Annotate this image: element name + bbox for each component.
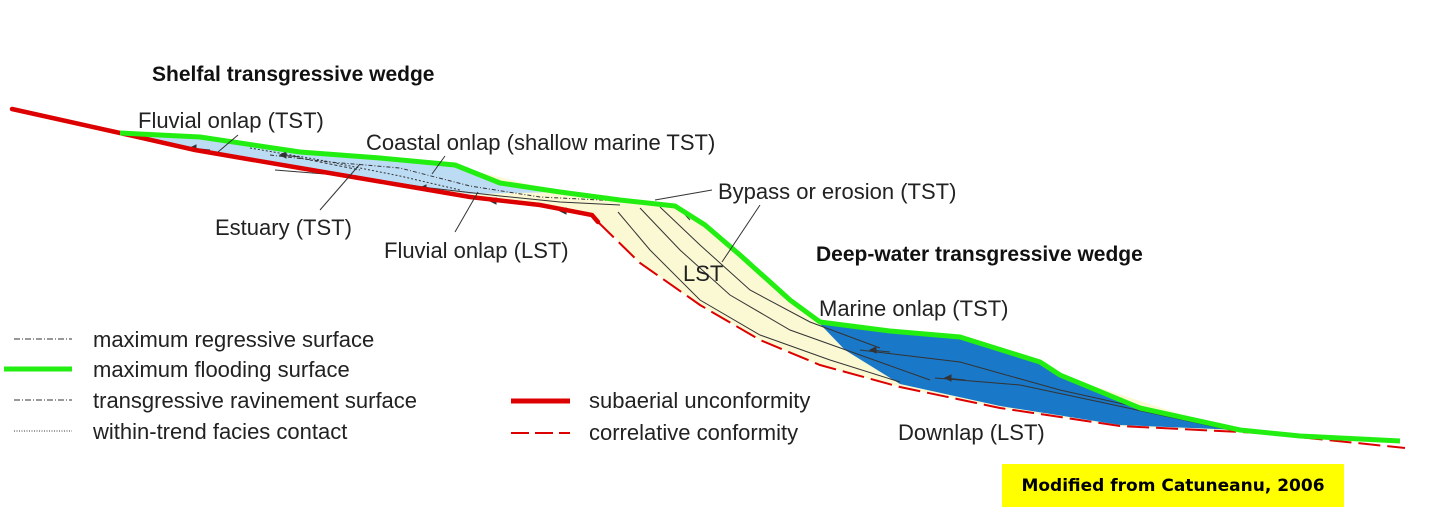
legend-label: correlative conformity xyxy=(589,420,798,445)
legend-item-max-regressive: maximum regressive surface xyxy=(14,327,374,352)
correlative-conformity-line xyxy=(597,221,1406,449)
label-downlap: Downlap (LST) xyxy=(898,420,1045,445)
shelf-tst-fill xyxy=(120,133,560,194)
deep-tst-fill xyxy=(820,324,1240,430)
source-credit-box: Modified from Catuneanu, 2006 xyxy=(1002,464,1344,507)
legend: maximum regressive surface maximum flood… xyxy=(4,327,810,445)
legend-label: within-trend facies contact xyxy=(92,419,347,444)
legend-item-facies-contact: within-trend facies contact xyxy=(14,419,347,444)
legend-label: maximum flooding surface xyxy=(93,357,350,382)
deep-water-title: Deep-water transgressive wedge xyxy=(816,243,1143,266)
label-fluvial-onlap-lst: Fluvial onlap (LST) xyxy=(384,238,569,263)
legend-item-subaerial-unconformity: subaerial unconformity xyxy=(511,388,810,413)
legend-item-max-flooding: maximum flooding surface xyxy=(4,357,350,382)
label-bypass: Bypass or erosion (TST) xyxy=(718,179,956,204)
legend-label: transgressive ravinement surface xyxy=(93,388,417,413)
label-marine-onlap: Marine onlap (TST) xyxy=(819,296,1009,321)
label-lst: LST xyxy=(683,261,723,286)
label-estuary: Estuary (TST) xyxy=(215,215,352,240)
legend-label: subaerial unconformity xyxy=(589,388,810,413)
leader-lines xyxy=(217,134,761,263)
label-fluvial-onlap-tst: Fluvial onlap (TST) xyxy=(138,108,324,133)
legend-label: maximum regressive surface xyxy=(93,327,374,352)
legend-item-correlative-conformity: correlative conformity xyxy=(511,420,798,445)
maximum-flooding-surface-line xyxy=(119,130,1401,444)
legend-item-ravinement: transgressive ravinement surface xyxy=(14,388,417,413)
subaerial-unconformity-line xyxy=(9,106,601,225)
shelf-title: Shelfal transgressive wedge xyxy=(152,63,434,86)
label-coastal-onlap: Coastal onlap (shallow marine TST) xyxy=(366,130,715,155)
source-credit: Modified from Catuneanu, 2006 xyxy=(1021,475,1325,496)
